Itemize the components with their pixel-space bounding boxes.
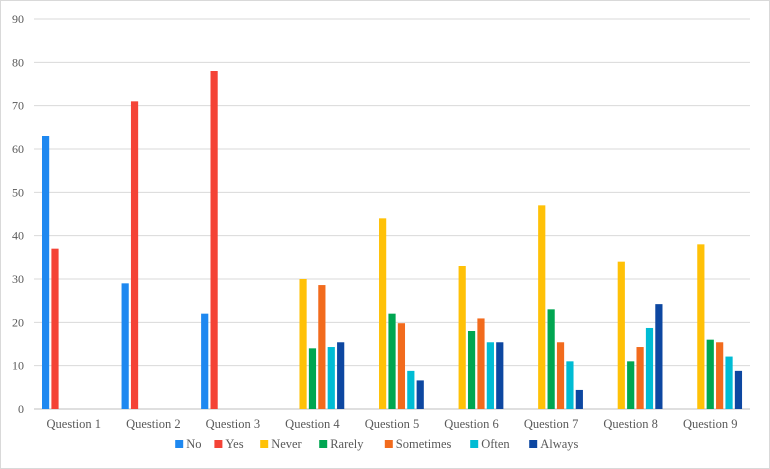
- x-tick-label: Question 1: [47, 417, 102, 431]
- bar-often-4: [327, 347, 335, 409]
- bar-no-3: [201, 313, 209, 409]
- x-tick-label: Question 3: [206, 417, 261, 431]
- bar-often-6: [486, 342, 494, 409]
- legend-label-never: Never: [271, 437, 302, 451]
- legend-swatch-often: [470, 440, 479, 448]
- x-tick-label: Question 4: [285, 417, 340, 431]
- bar-rarely-8: [627, 361, 635, 409]
- y-axis: 0 10 20 30 40 50 60 70 80 90: [12, 12, 24, 416]
- bar-always-9: [734, 370, 743, 409]
- bar-often-9: [725, 356, 733, 409]
- legend-label-no: No: [186, 437, 201, 451]
- x-tick-label: Question 6: [444, 417, 499, 431]
- bar-sometimes-8: [636, 347, 644, 409]
- x-tick-label: Question 5: [365, 417, 420, 431]
- legend-label-rarely: Rarely: [330, 437, 364, 451]
- bars: [42, 71, 743, 409]
- bar-yes-1: [51, 248, 59, 409]
- bar-often-7: [566, 361, 574, 409]
- bar-never-4: [299, 279, 307, 409]
- bar-never-9: [697, 244, 705, 409]
- legend-label-yes: Yes: [225, 437, 243, 451]
- bar-sometimes-9: [716, 342, 724, 409]
- x-tick-label: Question 8: [603, 417, 658, 431]
- bar-sometimes-4: [318, 285, 326, 409]
- bar-rarely-4: [308, 348, 317, 409]
- y-tick-label: 20: [12, 315, 24, 329]
- y-tick-label: 70: [12, 99, 24, 113]
- y-tick-label: 60: [12, 142, 24, 156]
- legend-swatch-yes: [214, 440, 223, 448]
- legend-swatch-rarely: [319, 440, 328, 448]
- bar-no-1: [42, 136, 50, 409]
- bar-yes-3: [210, 71, 218, 409]
- bar-rarely-7: [547, 309, 555, 409]
- x-axis: Question 1 Question 2 Question 3 Question 4…: [47, 417, 738, 431]
- legend-swatch-no: [175, 440, 184, 448]
- bar-yes-2: [130, 101, 139, 409]
- bar-sometimes-5: [397, 323, 406, 409]
- bar-always-8: [655, 304, 663, 409]
- y-tick-label: 10: [12, 359, 24, 373]
- legend: No Yes Never Rarely Sometimes Often Always: [175, 437, 579, 451]
- x-tick-label: Question 2: [126, 417, 181, 431]
- bar-often-8: [645, 327, 654, 409]
- bar-sometimes-7: [556, 342, 565, 409]
- bar-always-7: [575, 389, 583, 409]
- legend-swatch-always: [529, 440, 538, 448]
- bar-never-6: [458, 266, 466, 409]
- bar-always-6: [496, 342, 504, 409]
- y-tick-label: 50: [12, 185, 24, 199]
- bar-often-5: [407, 370, 415, 409]
- y-tick-label: 40: [12, 229, 24, 243]
- y-tick-label: 80: [12, 55, 24, 69]
- bar-never-8: [617, 261, 625, 409]
- bar-sometimes-6: [477, 318, 485, 409]
- y-tick-label: 0: [18, 402, 24, 416]
- legend-label-often: Often: [481, 437, 510, 451]
- y-tick-label: 30: [12, 272, 24, 286]
- bar-always-5: [416, 380, 424, 409]
- bar-always-4: [337, 342, 345, 409]
- bar-rarely-5: [388, 313, 396, 409]
- y-tick-label: 90: [12, 12, 24, 26]
- x-tick-label: Question 9: [683, 417, 738, 431]
- legend-label-always: Always: [540, 437, 578, 451]
- legend-label-sometimes: Sometimes: [396, 437, 452, 451]
- bar-rarely-9: [706, 339, 714, 409]
- legend-swatch-sometimes: [384, 440, 393, 448]
- legend-swatch-never: [260, 440, 269, 448]
- bar-rarely-6: [467, 331, 476, 409]
- bar-no-2: [121, 283, 129, 409]
- x-tick-label: Question 7: [524, 417, 579, 431]
- bar-never-7: [538, 205, 546, 409]
- bar-never-5: [379, 218, 387, 409]
